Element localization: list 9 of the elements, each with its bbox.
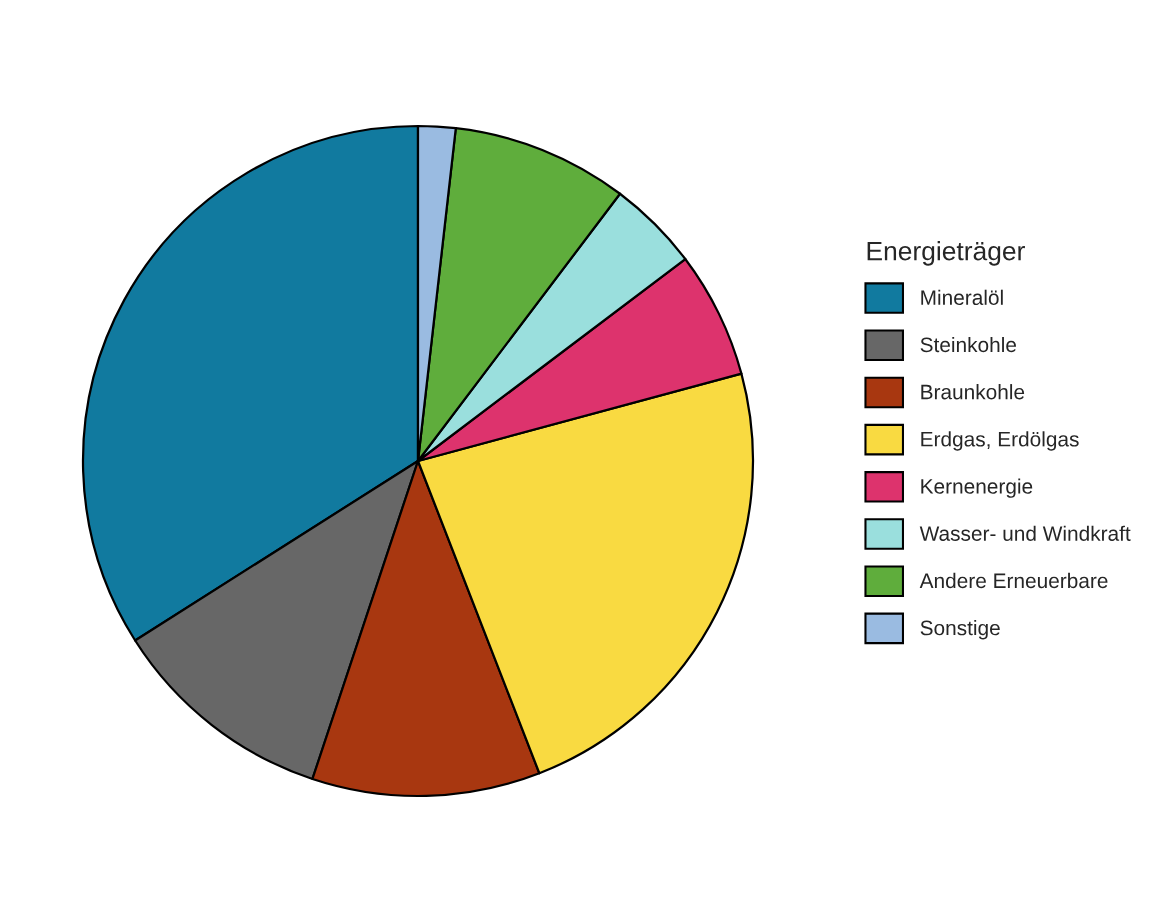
legend-label: Sonstige [920,620,1000,640]
legend-label: Wasser- und Windkraft [919,525,1131,541]
legend-label: Andere Erneuerbare [919,572,1108,589]
legend-label: Mineralöl [921,289,1003,305]
legend-title: Energieträger [867,241,1025,266]
legend-label: Kernenergie [921,478,1033,498]
legend-label: Steinkohle [920,336,1016,353]
legend-label: Erdgas, Erdölgas [921,431,1079,451]
legend-label: Braunkohle [921,384,1025,400]
